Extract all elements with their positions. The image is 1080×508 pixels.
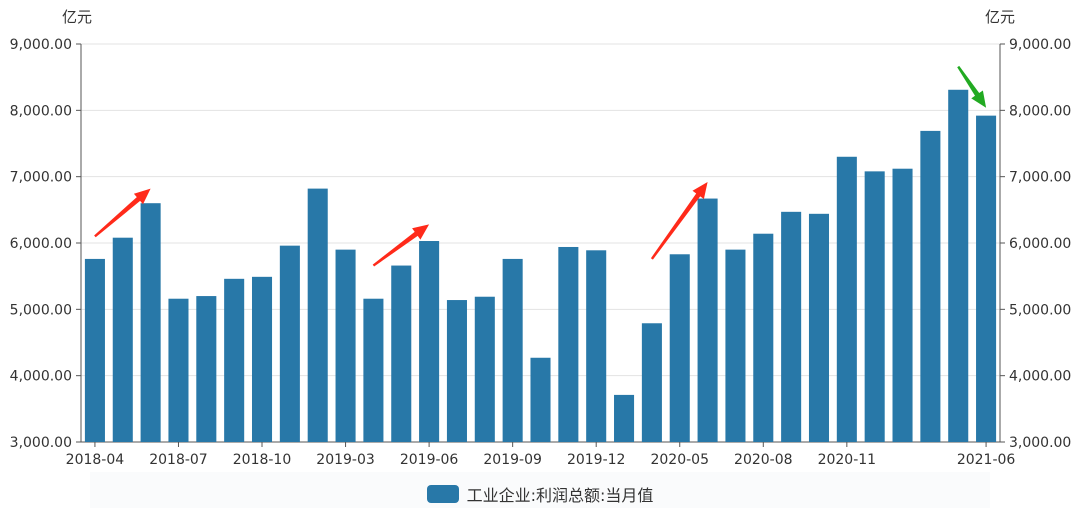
bar bbox=[781, 211, 802, 442]
x-tick-label: 2018-04 bbox=[66, 452, 125, 468]
bar bbox=[84, 258, 105, 442]
bar bbox=[558, 246, 579, 442]
legend-background bbox=[90, 472, 990, 508]
bar bbox=[864, 171, 885, 443]
bar bbox=[335, 249, 356, 442]
bar bbox=[419, 241, 440, 442]
grid-lines bbox=[81, 43, 1000, 377]
bar bbox=[753, 233, 774, 442]
bar bbox=[641, 323, 662, 442]
x-tick-label: 2020-11 bbox=[818, 452, 877, 468]
bar bbox=[808, 213, 830, 442]
legend-label: 工业企业:利润总额:当月值 bbox=[466, 486, 654, 505]
y-tick-label-left: 5,000.00 bbox=[10, 302, 72, 318]
trend-arrow bbox=[94, 188, 151, 238]
y-tick-label-left: 9,000.00 bbox=[10, 37, 72, 53]
bar bbox=[976, 115, 997, 442]
legend-swatch bbox=[426, 485, 459, 503]
bar bbox=[614, 394, 635, 442]
y-tick-label-right: 5,000.00 bbox=[1009, 302, 1071, 318]
x-tick-label: 2019-12 bbox=[567, 452, 626, 468]
annotations bbox=[94, 65, 987, 267]
bar bbox=[474, 296, 495, 442]
bar bbox=[530, 357, 551, 442]
bar bbox=[224, 278, 245, 442]
x-tick-label: 2019-03 bbox=[316, 452, 375, 468]
bar bbox=[446, 300, 467, 442]
x-tick-label: 2021-06 bbox=[957, 452, 1016, 468]
bar bbox=[502, 258, 523, 442]
y-tick-label-right: 9,000.00 bbox=[1009, 37, 1071, 53]
y-tick-label-left: 8,000.00 bbox=[10, 103, 72, 119]
trend-arrow bbox=[957, 65, 987, 108]
bar bbox=[391, 265, 412, 442]
bar bbox=[725, 249, 746, 442]
trend-arrow bbox=[650, 182, 708, 260]
bar bbox=[251, 276, 273, 442]
bar bbox=[586, 250, 607, 442]
left-unit-label: 亿元 bbox=[62, 8, 92, 26]
bar bbox=[279, 245, 300, 442]
trend-arrow bbox=[372, 224, 430, 267]
y-tick-label-right: 6,000.00 bbox=[1009, 236, 1071, 252]
bar bbox=[168, 298, 189, 442]
bar bbox=[892, 168, 913, 442]
y-tick-label-left: 6,000.00 bbox=[10, 236, 72, 252]
bar bbox=[112, 237, 133, 442]
right-unit-label: 亿元 bbox=[985, 8, 1015, 26]
bar bbox=[307, 188, 328, 442]
bar bbox=[836, 156, 857, 442]
x-tick-label: 2019-09 bbox=[483, 452, 542, 468]
x-tick-label: 2018-10 bbox=[233, 452, 292, 468]
y-tick-label-left: 4,000.00 bbox=[10, 369, 72, 385]
bars bbox=[84, 89, 997, 443]
bar bbox=[196, 296, 217, 442]
bar bbox=[697, 198, 718, 442]
x-tick-label: 2019-06 bbox=[400, 452, 459, 468]
y-tick-label-left: 7,000.00 bbox=[10, 170, 72, 186]
tick-labels: 3,000.00 3,000.00 4,000.00 4,000.00 5,000.00… bbox=[10, 37, 1072, 468]
x-tick-label: 2018-07 bbox=[149, 452, 208, 468]
legend[interactable]: 工业企业:利润总额:当月值 bbox=[0, 482, 1080, 506]
bar bbox=[363, 298, 384, 442]
y-tick-label-right: 8,000.00 bbox=[1009, 103, 1071, 119]
bar bbox=[920, 130, 941, 442]
y-tick-label-right: 4,000.00 bbox=[1009, 369, 1071, 385]
bar bbox=[140, 203, 161, 442]
bar bbox=[669, 254, 690, 442]
y-tick-label-right: 3,000.00 bbox=[1009, 435, 1071, 451]
x-tick-label: 2020-05 bbox=[650, 452, 709, 468]
bar bbox=[948, 89, 969, 443]
x-tick-label: 2020-08 bbox=[734, 452, 793, 468]
y-tick-label-left: 3,000.00 bbox=[10, 435, 72, 451]
y-tick-label-right: 7,000.00 bbox=[1009, 170, 1071, 186]
